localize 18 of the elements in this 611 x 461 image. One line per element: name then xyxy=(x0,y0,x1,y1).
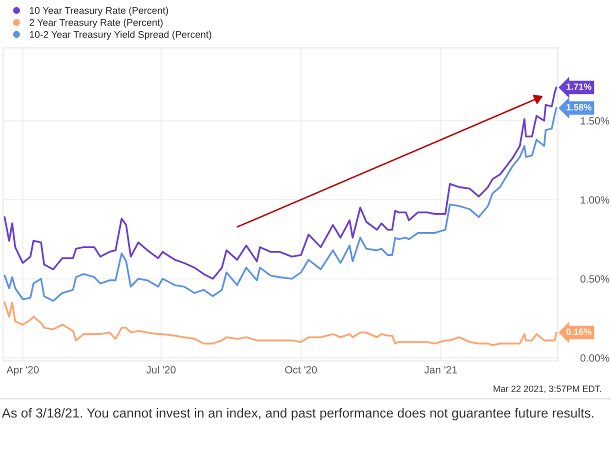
text: As of 3/18/21. You cannot invest in an index, and past performance does not guarantee future results. xyxy=(2,408,594,420)
x-tick-label: Jul '20 xyxy=(146,366,176,374)
y-tick-label: 0.50% xyxy=(580,275,610,283)
y-tick-label: 1.00% xyxy=(580,196,610,204)
annotation: 1.71% xyxy=(566,84,592,90)
x-tick-label: Jan '21 xyxy=(424,366,457,374)
annotation: 1.58% xyxy=(566,104,592,110)
x-tick-label: Oct '20 xyxy=(285,366,317,374)
text: Mar 22 2021, 3:57PM EDT. xyxy=(494,386,602,394)
legend-label: 2 Year Treasury Rate (Percent) xyxy=(30,18,163,28)
legend-label: 10 Year Treasury Rate (Percent) xyxy=(30,6,168,16)
y-tick-label: 0.00% xyxy=(580,354,610,362)
annotation: 0.16% xyxy=(566,328,592,335)
line-series xyxy=(4,107,558,302)
line-series xyxy=(4,302,558,346)
legend-label: 10-2 Year Treasury Yield Spread (Percent) xyxy=(30,30,212,40)
y-tick-label: 1.50% xyxy=(580,117,610,125)
x-tick-label: Apr '20 xyxy=(6,366,39,376)
